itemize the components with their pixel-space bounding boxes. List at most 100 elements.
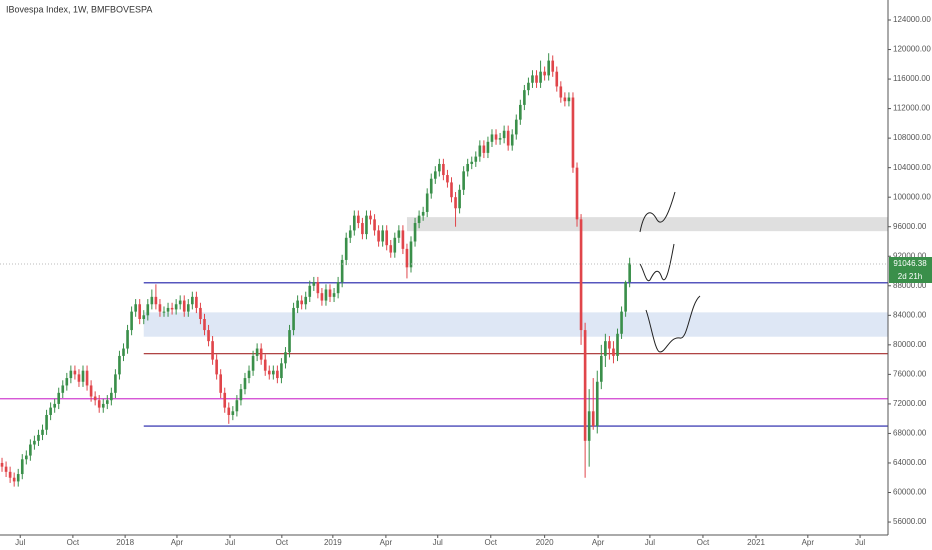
candle-body bbox=[296, 300, 299, 308]
projection-curve bbox=[639, 191, 676, 233]
candle-body bbox=[417, 215, 421, 224]
candle-body bbox=[620, 311, 623, 334]
candle-body bbox=[519, 104, 522, 120]
candle-body bbox=[231, 411, 235, 415]
price-tag-label: 91046.38 bbox=[893, 259, 927, 268]
x-axis: Jul Oct 2018 Apr Jul Oct 2019 Apr Jul Oct 2020 Apr J… bbox=[15, 535, 865, 547]
candle-body bbox=[186, 304, 190, 312]
candle-body bbox=[134, 304, 137, 312]
chart-title: IBovespa Index, 1W, BMFBOVESPA bbox=[6, 4, 152, 14]
candle-body bbox=[292, 307, 295, 331]
x-tick-label: Apr bbox=[171, 538, 184, 547]
candle-body bbox=[328, 289, 332, 297]
candle-body bbox=[122, 348, 125, 356]
candle-body bbox=[207, 330, 210, 342]
candle-body bbox=[478, 145, 482, 157]
candle-body bbox=[612, 348, 615, 356]
candle-body bbox=[409, 241, 413, 268]
candle-body bbox=[247, 370, 251, 379]
candle-body bbox=[502, 130, 506, 139]
candle-body bbox=[591, 411, 595, 427]
y-tick-label: 76000.00 bbox=[893, 369, 927, 378]
y-tick-label: 72000.00 bbox=[893, 399, 927, 408]
candle-body bbox=[599, 355, 603, 382]
candle-body bbox=[150, 296, 154, 305]
candle-body bbox=[527, 82, 530, 91]
x-tick-label: Apr bbox=[380, 538, 393, 547]
candle-body bbox=[304, 296, 308, 305]
candle-body bbox=[567, 97, 571, 102]
candle-body bbox=[413, 223, 417, 242]
candle-body bbox=[446, 175, 449, 183]
candle-body bbox=[191, 296, 194, 305]
candle-body bbox=[41, 429, 44, 435]
candle-body bbox=[81, 370, 85, 382]
candle-body bbox=[97, 400, 101, 408]
candle-body bbox=[450, 182, 453, 198]
candle-body bbox=[263, 359, 267, 371]
zone bbox=[406, 217, 888, 232]
y-tick-label: 116000.00 bbox=[893, 74, 931, 83]
countdown-label: 2d 21h bbox=[898, 272, 922, 281]
y-tick-label: 68000.00 bbox=[893, 429, 927, 438]
candle-body bbox=[514, 119, 518, 135]
candles bbox=[0, 53, 631, 487]
y-tick-label: 120000.00 bbox=[893, 45, 931, 54]
x-tick-label: Oct bbox=[697, 538, 710, 547]
y-tick-label: 64000.00 bbox=[893, 458, 927, 467]
candle-body bbox=[555, 71, 559, 87]
candle-body bbox=[421, 211, 425, 216]
x-tick-label: Jul bbox=[433, 538, 443, 547]
candle-body bbox=[158, 304, 162, 312]
candle-body bbox=[69, 370, 73, 379]
candle-body bbox=[486, 141, 490, 153]
x-tick-label: Jul bbox=[15, 538, 25, 547]
candle-body bbox=[316, 282, 320, 294]
candle-body bbox=[458, 189, 461, 209]
candle-body bbox=[239, 389, 243, 401]
candle-body bbox=[506, 130, 510, 146]
candle-body bbox=[243, 378, 247, 390]
y-tick-label: 96000.00 bbox=[893, 222, 927, 231]
candle-body bbox=[348, 230, 352, 238]
candle-body bbox=[29, 444, 32, 456]
x-tick-label: Apr bbox=[802, 538, 815, 547]
candle-body bbox=[77, 374, 81, 382]
candle-body bbox=[146, 304, 150, 316]
candle-body bbox=[429, 178, 433, 194]
zone bbox=[143, 312, 888, 337]
candle-body bbox=[73, 370, 77, 375]
candle-body bbox=[336, 282, 340, 294]
candle-body bbox=[575, 167, 579, 220]
candle-body bbox=[267, 370, 271, 375]
candle-body bbox=[300, 300, 303, 305]
candle-body bbox=[320, 293, 324, 301]
candle-body bbox=[16, 474, 20, 482]
candle-body bbox=[531, 75, 534, 83]
candle-body bbox=[344, 237, 348, 260]
candle-body bbox=[535, 75, 538, 83]
candle-body bbox=[49, 407, 52, 415]
candle-body bbox=[551, 60, 555, 72]
candle-body bbox=[272, 370, 275, 375]
price-tag bbox=[889, 257, 932, 270]
candle-body bbox=[255, 348, 259, 356]
candle-body bbox=[523, 90, 526, 105]
y-tick-label: 88000.00 bbox=[893, 281, 927, 290]
zones bbox=[143, 217, 888, 337]
candle-body bbox=[604, 341, 607, 356]
candle-body bbox=[470, 161, 474, 164]
candle-body bbox=[490, 134, 494, 142]
candle-body bbox=[563, 97, 567, 102]
y-axis: 124000.00 120000.00 116000.00 112000.00 1080… bbox=[888, 15, 931, 526]
candle-body bbox=[89, 385, 93, 397]
candle-body bbox=[223, 392, 227, 408]
candle-body bbox=[579, 219, 583, 331]
x-tick-label: Apr bbox=[592, 538, 605, 547]
candle-body bbox=[628, 263, 631, 283]
candle-body bbox=[405, 248, 409, 268]
candle-body bbox=[199, 307, 202, 320]
candle-body bbox=[365, 215, 368, 235]
x-tick-label: Oct bbox=[485, 538, 498, 547]
